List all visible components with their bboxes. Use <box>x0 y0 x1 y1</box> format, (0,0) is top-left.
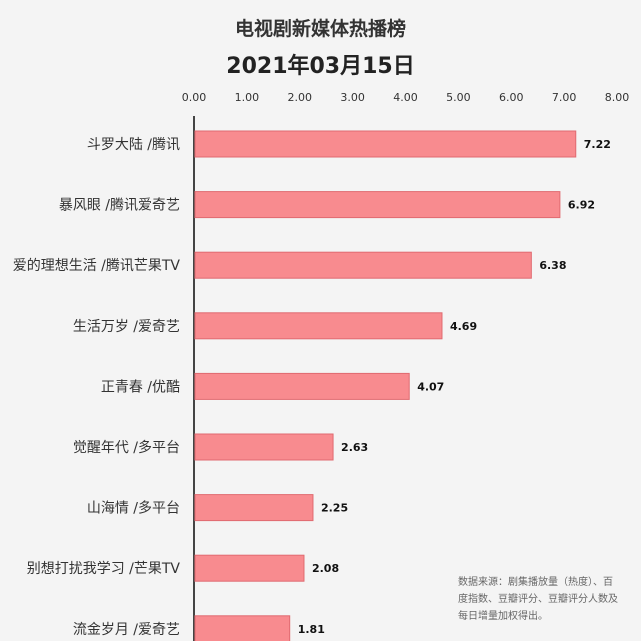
category-label: 流金岁月 /爱奇艺 <box>73 621 180 638</box>
bar-value-label: 2.25 <box>321 502 348 515</box>
bar <box>194 433 334 461</box>
source-note: 数据来源：剧集播放量（热度）、百度指数、豆瓣评分、豆瓣评分人数及每日增量加权得出… <box>458 577 618 622</box>
bar-value-label: 2.63 <box>341 441 368 454</box>
x-tick-label: 8.00 <box>605 91 630 104</box>
x-tick-label: 6.00 <box>499 91 524 104</box>
x-tick-label: 5.00 <box>446 91 471 104</box>
bar-value-label: 6.38 <box>539 259 566 272</box>
x-axis-ticks: 0.00 1.00 2.00 3.00 4.00 5.00 6.00 7.00 8.00 <box>182 91 630 104</box>
category-label: 山海情 /多平台 <box>87 500 180 517</box>
bar <box>194 554 305 582</box>
category-label: 觉醒年代 /多平台 <box>73 439 180 456</box>
category-label: 斗罗大陆 /腾讯 <box>87 136 180 153</box>
category-label: 正青春 /优酷 <box>101 379 180 395</box>
bar-value-label: 1.81 <box>298 623 325 636</box>
x-tick-label: 0.00 <box>182 91 207 104</box>
bar <box>194 494 314 522</box>
bar <box>194 251 532 279</box>
bar <box>194 312 443 340</box>
bar <box>194 372 410 400</box>
bar <box>194 191 561 219</box>
chart-title: 电视剧新媒体热播榜 <box>234 18 406 40</box>
bar-value-label: 7.22 <box>584 138 611 151</box>
bar <box>194 130 577 158</box>
bar-value-label: 2.08 <box>312 562 339 575</box>
x-tick-label: 7.00 <box>552 91 577 104</box>
bar <box>194 615 291 641</box>
bar-value-label: 6.92 <box>568 199 595 212</box>
bar-value-label: 4.69 <box>450 320 477 333</box>
category-label: 爱的理想生活 /腾讯芒果TV <box>13 257 181 274</box>
category-label: 暴风眼 /腾讯爱奇艺 <box>59 197 180 214</box>
chart-subtitle: 2021年03月15日 <box>226 54 415 79</box>
bars-group: 斗罗大陆 /腾讯 7.22 暴风眼 /腾讯爱奇艺 6.92 爱的理想生活 /腾讯芒果TV… <box>13 130 611 641</box>
category-label: 生活万岁 /爱奇艺 <box>73 318 180 335</box>
x-tick-label: 2.00 <box>288 91 313 104</box>
x-tick-label: 4.00 <box>393 91 418 104</box>
x-tick-label: 3.00 <box>340 91 365 104</box>
category-label: 别想打扰我学习 /芒果TV <box>27 560 181 577</box>
bar-value-label: 4.07 <box>417 380 444 393</box>
x-tick-label: 1.00 <box>235 91 260 104</box>
